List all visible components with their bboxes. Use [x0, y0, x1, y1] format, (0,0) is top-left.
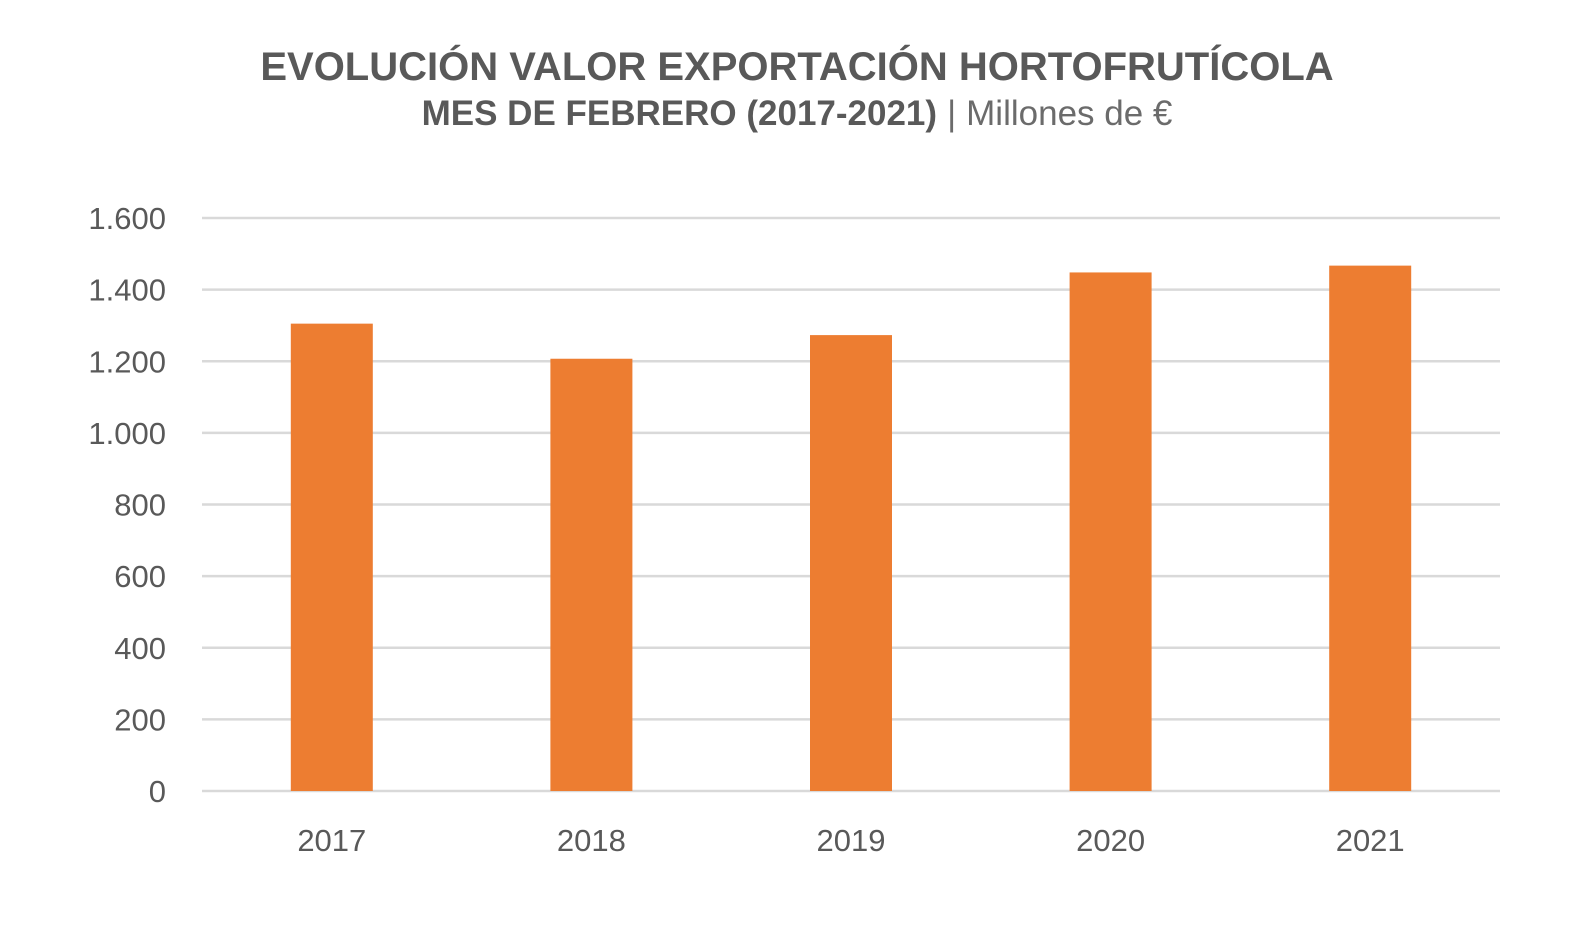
- x-tick-label: 2017: [297, 823, 366, 858]
- chart-unit: Millones de €: [966, 94, 1172, 133]
- x-tick-label: 2021: [1336, 823, 1405, 858]
- bar-2017: [290, 323, 373, 791]
- chart-title: EVOLUCIÓN VALOR EXPORTACIÓN HORTOFRUTÍCO…: [260, 43, 1333, 89]
- y-tick-label: 200: [114, 702, 166, 737]
- bar-2020: [1069, 272, 1152, 791]
- y-tick-label: 0: [149, 774, 166, 809]
- x-tick-label: 2018: [557, 823, 626, 858]
- bar-2019: [810, 335, 892, 791]
- chart-subtitle-line: MES DE FEBRERO (2017-2021) | Millones de €: [422, 94, 1173, 133]
- x-axis-tick-labels: 2017 2018 2019 2020 2021: [297, 823, 1404, 858]
- y-axis-tick-labels: 0 200 400 600 800 1.000 1.200 1.400 1.600: [88, 201, 166, 809]
- chart-subtitle: MES DE FEBRERO (2017-2021): [422, 94, 937, 133]
- y-tick-label: 800: [114, 488, 166, 523]
- y-tick-label: 1.000: [88, 416, 166, 451]
- subtitle-separator: |: [947, 94, 956, 133]
- bar-2018: [550, 358, 633, 791]
- y-tick-label: 1.400: [88, 273, 166, 308]
- y-tick-label: 1.600: [88, 201, 166, 236]
- x-tick-label: 2020: [1076, 823, 1145, 858]
- bars: [290, 265, 1412, 791]
- y-tick-label: 600: [114, 559, 166, 594]
- x-tick-label: 2019: [817, 823, 886, 858]
- y-tick-label: 1.200: [88, 344, 166, 379]
- bar-2021: [1329, 265, 1412, 791]
- y-tick-label: 400: [114, 631, 166, 666]
